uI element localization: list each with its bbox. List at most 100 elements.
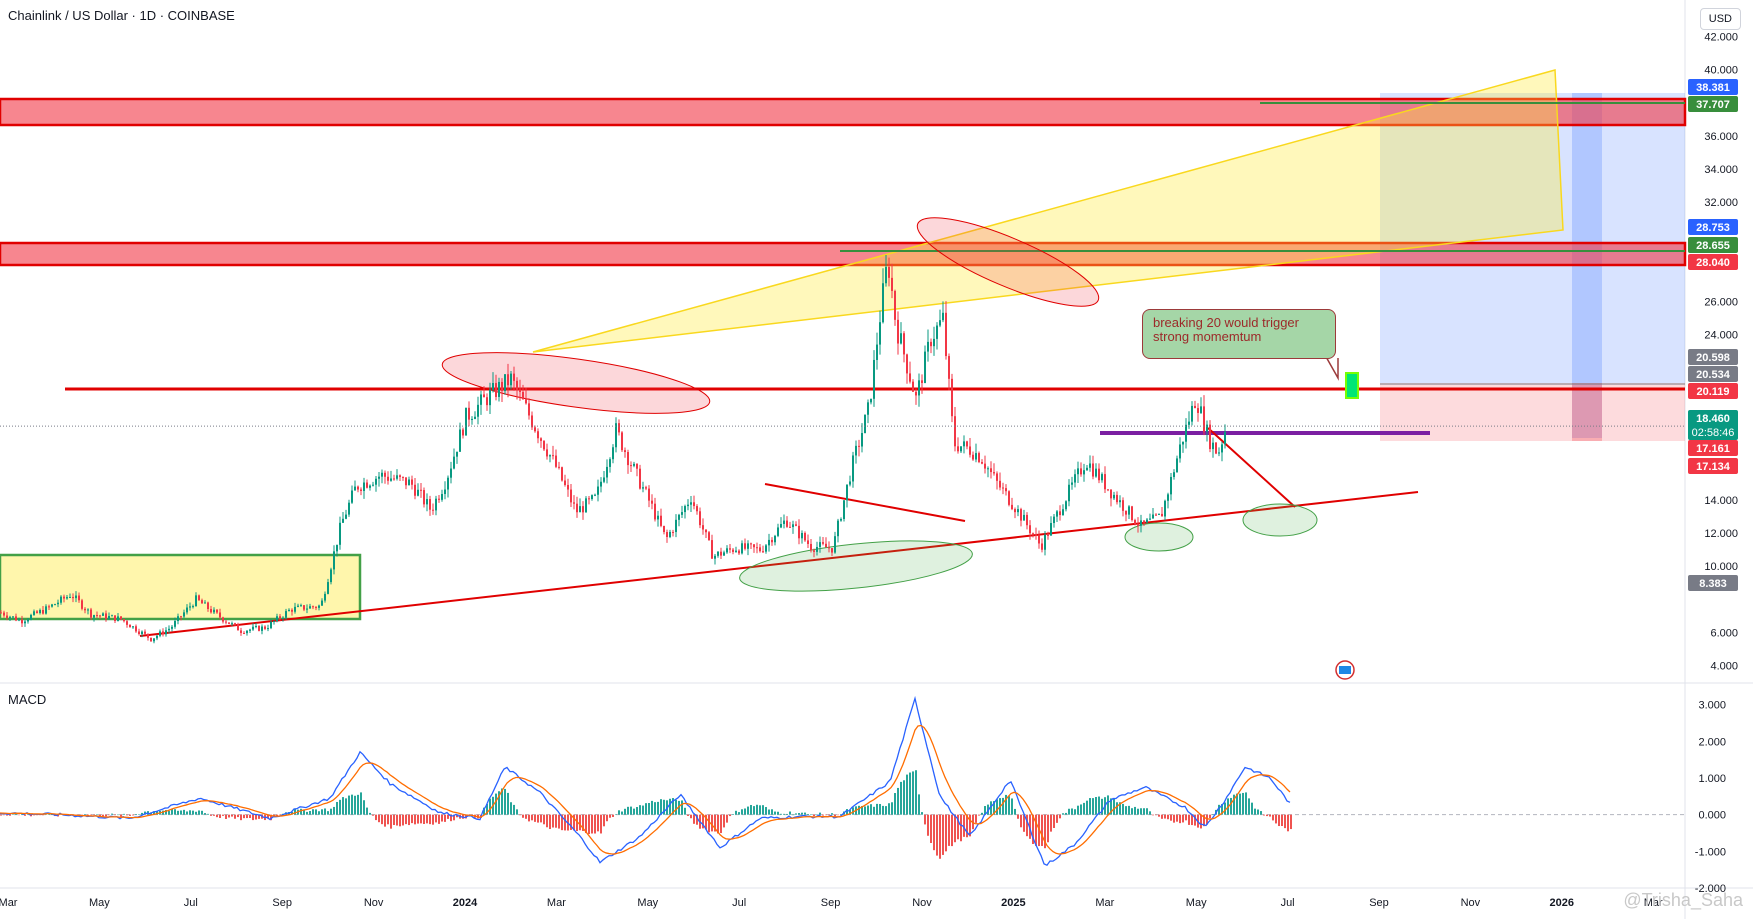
- macd-histogram-bar: [1233, 794, 1235, 815]
- macd-histogram-bar: [1149, 811, 1151, 815]
- candle-body: [27, 619, 29, 622]
- candle-body: [687, 504, 689, 507]
- macd-histogram-bar: [963, 814, 965, 837]
- macd-histogram-bar: [708, 814, 710, 833]
- candle-body: [1107, 489, 1109, 491]
- macd-histogram-bar: [510, 802, 512, 815]
- candle-body: [348, 502, 350, 515]
- indicator-label[interactable]: MACD: [8, 692, 47, 707]
- candle-body: [600, 481, 602, 487]
- candle-body: [357, 486, 359, 490]
- macd-histogram-bar: [1266, 814, 1268, 817]
- macd-histogram-bar: [1146, 808, 1148, 815]
- currency-button[interactable]: USD: [1699, 8, 1741, 30]
- macd-histogram-bar: [1260, 811, 1262, 815]
- candle-body: [876, 344, 878, 360]
- macd-histogram-bar: [717, 814, 719, 834]
- candle-body: [372, 484, 374, 486]
- candle-body: [1161, 513, 1163, 517]
- macd-histogram-bar: [501, 788, 503, 815]
- candle-body: [648, 488, 650, 501]
- macd-histogram-bar: [132, 814, 134, 816]
- candle-body: [837, 520, 839, 537]
- candle-body: [183, 612, 185, 617]
- macd-histogram-bar: [252, 814, 254, 821]
- macd-histogram-bar: [27, 813, 29, 815]
- candle-body: [195, 595, 197, 607]
- price-label-text: 38.381: [1696, 82, 1730, 94]
- candle-body: [321, 600, 323, 606]
- candle-body: [279, 616, 281, 619]
- candle-body: [666, 532, 668, 538]
- candle-body: [1035, 534, 1037, 536]
- macd-histogram-bar: [1206, 814, 1208, 825]
- candle-body: [288, 609, 290, 612]
- candle-body: [873, 359, 875, 399]
- macd-histogram-bar: [357, 794, 359, 815]
- candle-body: [405, 477, 407, 486]
- candle-body: [132, 626, 134, 628]
- macd-histogram-bar: [1035, 814, 1037, 846]
- time-tick-label: Nov: [364, 897, 384, 909]
- macd-histogram-bar: [615, 814, 617, 815]
- candle-body: [165, 630, 167, 635]
- macd-histogram-bar: [618, 810, 620, 815]
- price-tick-label: 36.000: [1704, 131, 1738, 143]
- macd-histogram-bar: [627, 806, 629, 815]
- macd-histogram-bar: [1032, 814, 1034, 845]
- macd-histogram-bar: [930, 814, 932, 844]
- macd-histogram-bar: [141, 812, 143, 815]
- candle-body: [753, 544, 755, 548]
- macd-histogram-bar: [15, 813, 17, 815]
- candle-body: [531, 415, 533, 428]
- candle-body: [717, 551, 719, 556]
- macd-histogram-bar: [198, 810, 200, 815]
- candle-body: [1221, 444, 1223, 453]
- macd-histogram-bar: [885, 806, 887, 815]
- top-highlight-1: [441, 352, 711, 414]
- candle-body: [162, 631, 164, 635]
- macd-histogram-bar: [1047, 814, 1049, 843]
- macd-histogram-bar: [1188, 814, 1190, 825]
- candle-body: [861, 433, 863, 447]
- macd-histogram-bar: [516, 809, 518, 815]
- price-label-tag: [1688, 254, 1738, 270]
- macd-histogram-bar: [1089, 798, 1091, 815]
- price-tick-label: 40.000: [1704, 65, 1738, 77]
- macd-histogram-bar: [1008, 796, 1010, 815]
- candle-body: [651, 500, 653, 504]
- macd-histogram-bar: [258, 814, 260, 819]
- macd-histogram-bar: [531, 814, 533, 821]
- macd-histogram-bar: [1059, 814, 1061, 819]
- candle-body: [1140, 520, 1142, 526]
- macd-histogram-bar: [1140, 808, 1142, 815]
- candle-body: [150, 637, 152, 642]
- candle-body: [927, 341, 929, 352]
- macd-histogram-bar: [1017, 814, 1019, 819]
- candle-body: [171, 626, 173, 629]
- macd-histogram-bar: [240, 814, 242, 821]
- macd-histogram-bar: [879, 804, 881, 815]
- candle-body: [345, 514, 347, 519]
- macd-histogram-bar: [600, 814, 602, 834]
- price-label-text: 17.161: [1696, 443, 1730, 455]
- annotation-callout[interactable]: breaking 20 would trigger strong momemtu…: [1142, 309, 1336, 359]
- candle-body: [843, 500, 845, 519]
- macd-histogram-bar: [900, 781, 902, 815]
- macd-histogram-bar: [1077, 805, 1079, 815]
- macd-histogram-bar: [330, 808, 332, 815]
- candle-body: [903, 333, 905, 355]
- macd-histogram-bar: [1074, 809, 1076, 815]
- candle-body: [213, 609, 215, 613]
- macd-histogram-bar: [489, 798, 491, 815]
- price-label-tag: [1688, 366, 1738, 382]
- macd-histogram-bar: [840, 814, 842, 815]
- macd-histogram-bar: [513, 804, 515, 815]
- macd-histogram-bar: [1212, 814, 1214, 815]
- candle-body: [1116, 494, 1118, 503]
- macd-histogram-bar: [798, 813, 800, 815]
- candle-body: [855, 445, 857, 456]
- macd-histogram-bar: [801, 812, 803, 815]
- macd-histogram-bar: [255, 814, 257, 820]
